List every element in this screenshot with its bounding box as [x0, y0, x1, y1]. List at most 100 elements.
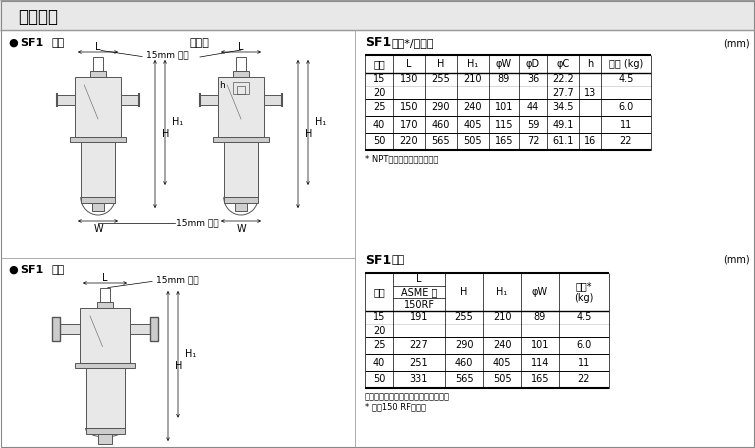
Bar [90, 71, 106, 77]
Text: H₁: H₁ [172, 117, 183, 127]
Text: (mm): (mm) [723, 38, 750, 48]
Text: 460: 460 [455, 358, 473, 367]
Bar [218, 77, 264, 137]
Bar [60, 324, 80, 335]
Bar [81, 142, 116, 197]
Text: 口径: 口径 [373, 59, 385, 69]
Text: ●: ● [8, 38, 18, 48]
Text: 16: 16 [584, 137, 596, 146]
Bar [237, 86, 245, 94]
Text: L: L [95, 42, 100, 52]
Text: 405: 405 [464, 120, 482, 129]
Text: L: L [406, 59, 411, 69]
Text: W: W [236, 224, 246, 234]
Bar [235, 203, 247, 211]
Bar [75, 363, 135, 368]
Text: H: H [175, 361, 183, 371]
Bar [75, 77, 121, 137]
Text: 40: 40 [373, 120, 385, 129]
Text: H: H [305, 129, 313, 139]
Text: 210: 210 [493, 313, 511, 323]
Text: 227: 227 [410, 340, 428, 350]
Bar [81, 197, 116, 203]
Text: 15mm 螺纹: 15mm 螺纹 [146, 51, 189, 60]
Text: 50: 50 [373, 137, 385, 146]
Text: H₁: H₁ [315, 117, 326, 127]
Text: 25: 25 [373, 103, 385, 112]
Text: 89: 89 [534, 313, 546, 323]
Bar [213, 137, 269, 142]
Bar [92, 203, 104, 211]
Text: 59: 59 [527, 120, 539, 129]
Bar [223, 142, 258, 197]
Text: 15: 15 [373, 313, 385, 323]
Text: 11: 11 [620, 120, 632, 129]
Bar [233, 82, 249, 94]
Text: 72: 72 [527, 137, 539, 146]
Text: φC: φC [556, 59, 569, 69]
Text: W: W [93, 224, 103, 234]
Text: H₁: H₁ [467, 59, 479, 69]
Text: 251: 251 [410, 358, 428, 367]
Text: * 对应150 RF的重量: * 对应150 RF的重量 [365, 402, 426, 412]
Text: ASME 级: ASME 级 [401, 287, 437, 297]
Bar [98, 434, 112, 444]
Text: ●: ● [8, 265, 18, 275]
Text: H₁: H₁ [496, 287, 507, 297]
Text: 螺纹: 螺纹 [52, 38, 65, 48]
Bar [130, 324, 150, 335]
Bar [57, 95, 75, 105]
Text: L: L [102, 273, 108, 283]
Text: * NPT标准，也承做其它标准: * NPT标准，也承做其它标准 [365, 155, 439, 164]
Text: 165: 165 [495, 137, 513, 146]
Text: 承插焊: 承插焊 [190, 38, 210, 48]
Bar [93, 57, 103, 71]
Text: 15mm 螺纹: 15mm 螺纹 [156, 276, 199, 284]
Text: L: L [239, 42, 244, 52]
Text: 331: 331 [410, 375, 428, 384]
Text: 101: 101 [531, 340, 549, 350]
Text: 34.5: 34.5 [552, 103, 574, 112]
Text: 15: 15 [373, 74, 385, 85]
Text: 101: 101 [495, 103, 513, 112]
Text: 36: 36 [527, 74, 539, 85]
Text: 4.5: 4.5 [618, 74, 633, 85]
Bar [52, 318, 60, 341]
Bar [236, 57, 246, 71]
Text: φW: φW [496, 59, 512, 69]
Text: 565: 565 [432, 137, 450, 146]
Bar [223, 197, 258, 203]
Text: 89: 89 [498, 74, 510, 85]
Text: H: H [162, 129, 169, 139]
Text: 565: 565 [455, 375, 473, 384]
Text: 240: 240 [464, 103, 482, 112]
Text: 27.7: 27.7 [552, 87, 574, 98]
Text: 191: 191 [410, 313, 428, 323]
Text: 法兰: 法兰 [52, 265, 65, 275]
Text: 22: 22 [620, 137, 632, 146]
Text: 61.1: 61.1 [553, 137, 574, 146]
Text: 6.0: 6.0 [618, 103, 633, 112]
Bar [85, 368, 125, 428]
Text: 螺纹*/承插焊: 螺纹*/承插焊 [391, 38, 433, 48]
Text: 11: 11 [578, 358, 590, 367]
Bar [100, 288, 110, 302]
Text: 15mm 螺纹: 15mm 螺纹 [176, 219, 219, 228]
Text: SF1: SF1 [20, 38, 43, 48]
Text: 40: 40 [373, 358, 385, 367]
Text: H₁: H₁ [185, 349, 196, 359]
Text: 4.5: 4.5 [576, 313, 592, 323]
Bar [97, 302, 113, 308]
Text: φD: φD [526, 59, 540, 69]
Text: 重量*
(kg): 重量* (kg) [575, 281, 593, 303]
Bar [200, 95, 218, 105]
Text: 口径: 口径 [373, 287, 385, 297]
Text: 505: 505 [464, 137, 482, 146]
Text: H: H [437, 59, 445, 69]
Bar [121, 95, 139, 105]
Text: h: h [587, 59, 593, 69]
Text: 220: 220 [399, 137, 418, 146]
Bar [80, 308, 130, 363]
Text: 22: 22 [578, 375, 590, 384]
Text: φW: φW [532, 287, 548, 297]
